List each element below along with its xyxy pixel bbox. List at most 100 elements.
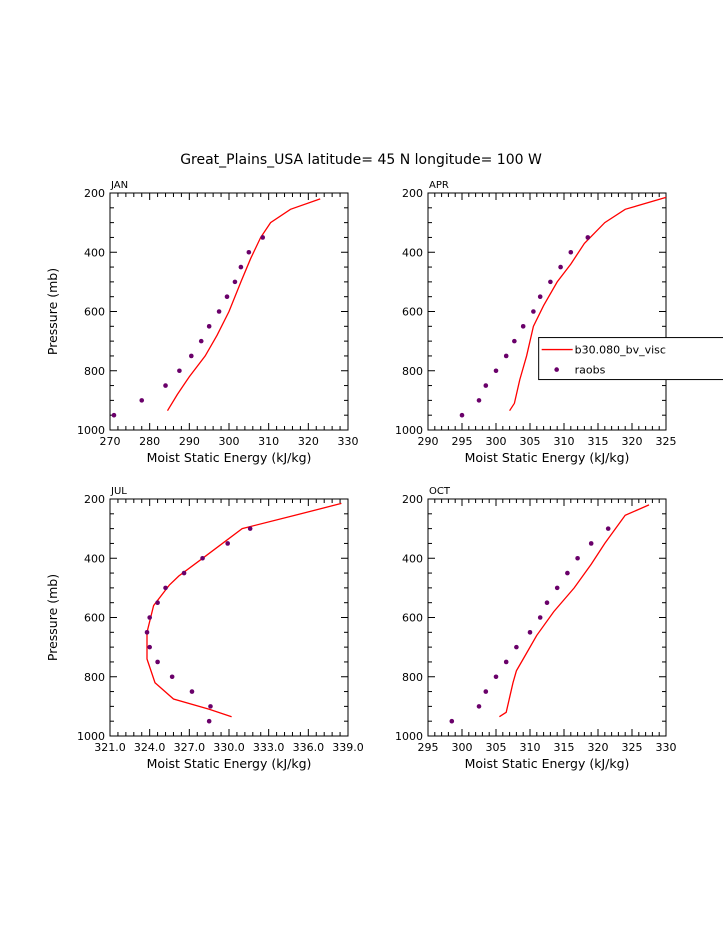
x-tick-label: 330 [338,435,359,448]
y-tick-label: 1000 [395,424,423,437]
panel-jan: JAN 270 280 290 300 310 320 330 200 400 600 800 1000… [45,180,359,465]
raob-point [585,235,591,240]
y-tick-label: 600 [84,612,105,625]
y-tick-label: 1000 [395,730,423,743]
raob-point [224,294,230,299]
raob-point [238,264,244,270]
x-tick-label: 295 [418,741,439,754]
raob-point [459,412,465,418]
x-tick-label: 290 [179,435,200,448]
x-tick-label: 305 [486,741,507,754]
raob-point [531,309,536,314]
raob-point [527,630,533,635]
x-tick-label: 325 [622,741,643,754]
raob-point [155,600,160,605]
raob-point [493,368,499,374]
raob-point [111,412,117,418]
y-tick-label: 200 [84,187,105,200]
y-tick-label: 400 [402,552,423,565]
legend-box [538,337,723,381]
x-tick-label: 320 [298,435,319,448]
raob-point [232,279,238,285]
model-line [499,504,650,718]
x-tick-label: 324.0 [134,741,166,754]
x-tick-label: 270 [100,435,121,448]
panel-jul: JUL 321.0 324.0 327.0 330.0 333.0 336.0 339.0 20… [45,486,364,771]
y-tick-label: 400 [84,246,105,259]
raob-point [144,630,150,635]
panel-oct: OCT 295 300 305 310 315 320 325 330 200 400 600 800 1… [395,486,677,771]
y-tick-label: 600 [402,306,423,319]
raob-point [605,526,611,531]
y-tick-label: 800 [84,365,105,378]
raob-point [139,398,145,403]
x-axis-title: Moist Static Energy (kJ/kg) [147,756,312,771]
x-tick-label: 330 [656,741,677,754]
y-tick-label: 200 [402,493,423,506]
raob-point [483,689,489,694]
raob-point [225,541,230,546]
y-tick-label: 600 [84,306,105,319]
x-tick-label: 327.0 [174,741,206,754]
raob-point [449,718,455,724]
x-tick-label: 315 [554,741,575,754]
y-axis-title: Pressure (mb) [45,574,60,661]
x-tick-label: 310 [520,741,541,754]
raob-point [520,324,526,329]
x-tick-label: 315 [588,435,609,448]
raob-point [216,309,222,314]
x-axis-title: Moist Static Energy (kJ/kg) [465,450,630,465]
raob-point [565,570,570,576]
panel-label: OCT [429,486,451,497]
x-tick-label: 321.0 [94,741,126,754]
raob-point [198,338,204,344]
panel-label: JAN [110,180,128,191]
y-tick-label: 200 [402,187,423,200]
raob-point [155,659,160,665]
raob-point [514,644,519,650]
model-line [509,196,667,412]
x-tick-label: 300 [486,435,507,448]
raob-point [177,368,182,374]
x-tick-label: 280 [139,435,160,448]
x-tick-label: 290 [418,435,439,448]
raob-point [169,674,175,680]
raob-point [483,383,489,388]
legend-label-obs: raobs [575,364,606,377]
x-tick-label: 320 [622,435,643,448]
x-tick-label: 325 [656,435,677,448]
legend-label-model: b30.080_bv_visc [575,344,666,357]
x-tick-label: 320 [588,741,609,754]
raob-point [260,235,266,240]
panel-label: APR [429,180,449,191]
raob-point [163,383,168,388]
plot-frame [109,498,349,737]
x-tick-label: 310 [554,435,575,448]
raob-point [554,585,560,591]
raob-point [503,659,509,665]
figure-title: Great_Plains_USA latitude= 45 N longitud… [180,152,542,168]
y-tick-label: 1000 [77,424,105,437]
y-tick-label: 400 [84,552,105,565]
raob-point [200,555,205,561]
x-tick-label: 333.0 [253,741,285,754]
raob-point [206,718,212,724]
raob-point [558,264,563,270]
raob-point [206,324,212,329]
model-line [166,198,321,412]
y-tick-label: 800 [84,671,105,684]
raob-point [208,704,213,709]
legend-point-swatch [554,367,559,372]
raob-point [575,555,580,561]
raob-point [544,600,550,605]
x-axis-title: Moist Static Energy (kJ/kg) [465,756,630,771]
plot-frame [427,498,667,737]
raob-point [568,249,574,255]
raob-point [189,353,194,359]
raob-point [493,674,499,680]
y-tick-label: 800 [402,365,423,378]
x-tick-label: 300 [219,435,240,448]
x-tick-label: 339.0 [332,741,364,754]
raob-point [246,249,252,255]
x-tick-label: 300 [452,741,473,754]
